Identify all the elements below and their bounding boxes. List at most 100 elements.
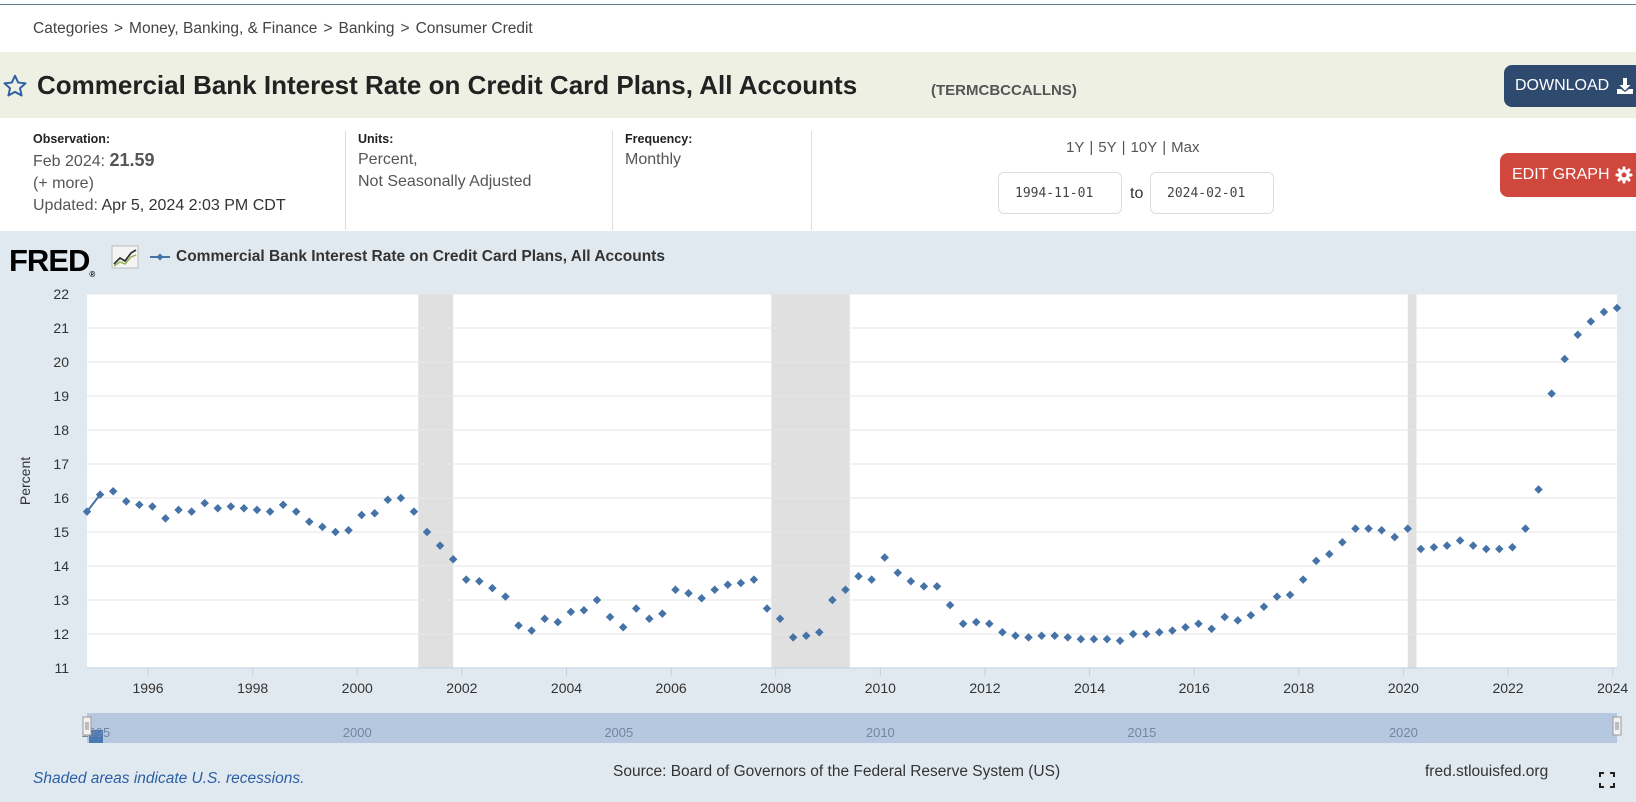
data-point: [1259, 602, 1269, 612]
navigator-tick-label: 2010: [866, 725, 895, 740]
data-point: [488, 583, 497, 593]
units-block: Units: Percent, Not Seasonally Adjusted: [358, 131, 531, 193]
series-id: (TERMCBCCALLNS): [931, 82, 1077, 99]
data-point: [958, 619, 968, 629]
units-line2: Not Seasonally Adjusted: [358, 173, 532, 190]
data-point: [357, 510, 366, 520]
navigator-tick-label: 2005: [604, 725, 633, 740]
data-point: [527, 626, 536, 635]
data-point: [213, 503, 223, 513]
breadcrumb: Categories > Money, Banking, & Finance > Ban…: [33, 20, 533, 38]
breadcrumb-link-banking[interactable]: Banking: [338, 20, 395, 37]
time-series-chart: 11 12 13 14 15 16 17 18 19 20 21 22 1996 1998 2000 2002…: [17, 286, 1628, 743]
navigator-start-marker: [89, 730, 103, 743]
recession-band: [771, 294, 850, 668]
data-point: [1377, 526, 1386, 535]
data-point: [932, 582, 942, 591]
data-point: [1534, 485, 1543, 494]
data-point: [1102, 634, 1112, 644]
download-button[interactable]: DOWNLOAD: [1504, 65, 1636, 107]
data-point: [1128, 629, 1138, 639]
y-tick-label: 21: [53, 320, 69, 336]
data-point: [370, 509, 379, 518]
data-point: [318, 522, 327, 532]
page-title: Commercial Bank Interest Rate on Credit …: [37, 70, 858, 100]
breadcrumb-link-categories[interactable]: Categories: [33, 20, 108, 37]
y-tick-label: 16: [53, 490, 69, 506]
data-point: [736, 578, 746, 588]
data-point: [226, 502, 236, 511]
data-point: [1442, 541, 1452, 550]
more-observations-link[interactable]: (+ more): [33, 175, 94, 192]
data-point: [841, 585, 850, 595]
frequency-label: Frequency:: [625, 132, 693, 146]
y-axis-label: Percent: [17, 457, 33, 505]
range-10y[interactable]: 10Y: [1130, 139, 1158, 156]
data-point: [1560, 354, 1569, 364]
data-point: [95, 490, 105, 499]
data-point: [540, 614, 549, 623]
range-max[interactable]: Max: [1171, 139, 1200, 156]
data-point: [1063, 633, 1073, 642]
fred-chart-icon: [111, 245, 139, 269]
edit-graph-label: EDIT GRAPH: [1512, 166, 1610, 183]
y-tick-label: 19: [53, 388, 69, 404]
x-tick-label: 2002: [446, 680, 477, 696]
y-tick-label: 15: [53, 524, 69, 540]
y-tick-label: 17: [53, 456, 69, 472]
data-point: [631, 604, 641, 613]
x-tick-label: 2020: [1388, 680, 1419, 696]
navigator-handle[interactable]: [1612, 716, 1622, 736]
data-point: [945, 600, 955, 610]
data-point: [1155, 628, 1164, 637]
data-point: [108, 486, 118, 496]
fullscreen-icon[interactable]: [1599, 772, 1615, 788]
start-date-input[interactable]: 1994-11-01: [998, 172, 1122, 214]
data-point: [723, 580, 733, 589]
data-point: [278, 500, 288, 510]
edit-graph-button[interactable]: EDIT GRAPH: [1500, 153, 1636, 197]
top-divider: [0, 4, 1636, 5]
data-point: [1024, 633, 1033, 642]
y-tick-label: 14: [53, 558, 69, 574]
range-5y[interactable]: 5Y: [1098, 139, 1117, 156]
data-point: [906, 577, 916, 586]
data-point: [867, 575, 876, 584]
data-point: [265, 507, 275, 516]
data-point: [828, 595, 837, 605]
chart-legend: Commercial Bank Interest Rate on Credit …: [150, 248, 665, 266]
data-point: [618, 622, 628, 632]
data-point: [1390, 532, 1399, 542]
data-point: [475, 577, 484, 586]
fred-site-link[interactable]: fred.stlouisfed.org: [1425, 763, 1549, 780]
observation-row: Feb 2024: 21.59: [33, 149, 286, 173]
navigator-handle[interactable]: [82, 716, 92, 736]
data-point: [174, 505, 183, 515]
data-point: [801, 631, 811, 640]
frequency-block: Frequency: Monthly: [625, 131, 692, 171]
range-1y[interactable]: 1Y: [1066, 139, 1085, 156]
breadcrumb-link-money-banking-finance[interactable]: Money, Banking, & Finance: [129, 20, 318, 37]
data-point: [135, 500, 144, 510]
breadcrumb-link-consumer-credit[interactable]: Consumer Credit: [415, 20, 533, 37]
data-point: [697, 594, 706, 603]
data-point: [305, 517, 314, 527]
data-point: [1573, 330, 1583, 340]
data-point: [971, 617, 981, 627]
end-date-input[interactable]: 2024-02-01: [1150, 172, 1274, 214]
data-point: [566, 607, 576, 617]
data-point: [710, 585, 719, 595]
x-tick-label: 2024: [1597, 680, 1628, 696]
data-point: [422, 527, 432, 537]
y-tick-label: 12: [53, 626, 69, 642]
navigator-tick-label: 2020: [1389, 725, 1418, 740]
updated-value: Apr 5, 2024 2:03 PM CDT: [101, 197, 286, 214]
data-point: [553, 617, 563, 627]
data-point: [121, 497, 131, 506]
x-tick-label: 2018: [1283, 680, 1314, 696]
recession-band: [1407, 294, 1417, 668]
star-icon[interactable]: [2, 73, 28, 99]
download-icon: [1617, 78, 1634, 94]
data-point: [291, 507, 301, 516]
data-point: [1547, 389, 1556, 398]
